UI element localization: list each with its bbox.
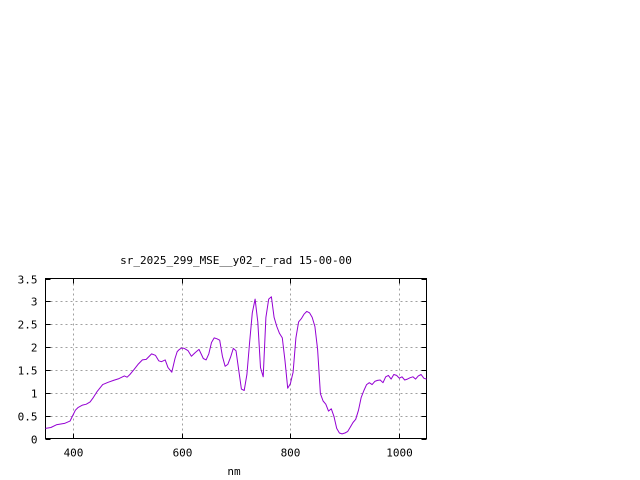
plot-frame <box>45 278 427 439</box>
y-tick-label: 2.5 <box>18 319 38 332</box>
y-tick-label: 1 <box>31 388 38 401</box>
y-tick-label: 0.5 <box>18 411 38 424</box>
x-tick-label: 1000 <box>386 447 413 460</box>
y-tick-label: 3.5 <box>18 274 38 287</box>
y-tick-label: 3 <box>31 296 38 309</box>
chart-title: sr_2025_299_MSE__y02_r_rad 15-00-00 <box>120 254 352 267</box>
x-axis-label: nm <box>227 465 241 478</box>
x-tick-label: 800 <box>281 447 301 460</box>
x-tick-label: 400 <box>64 447 84 460</box>
y-tick-label: 1.5 <box>18 365 38 378</box>
y-tick-label: 0 <box>31 434 38 447</box>
series-layer <box>45 296 427 435</box>
grid-layer <box>45 278 427 439</box>
x-tick-label: 600 <box>173 447 193 460</box>
y-tick-label: 2 <box>31 342 38 355</box>
tick-layer: 0 0.5 1 1.5 2 2.5 3 3.5 400 600 800 1000 <box>18 274 427 460</box>
series-line <box>45 296 427 435</box>
